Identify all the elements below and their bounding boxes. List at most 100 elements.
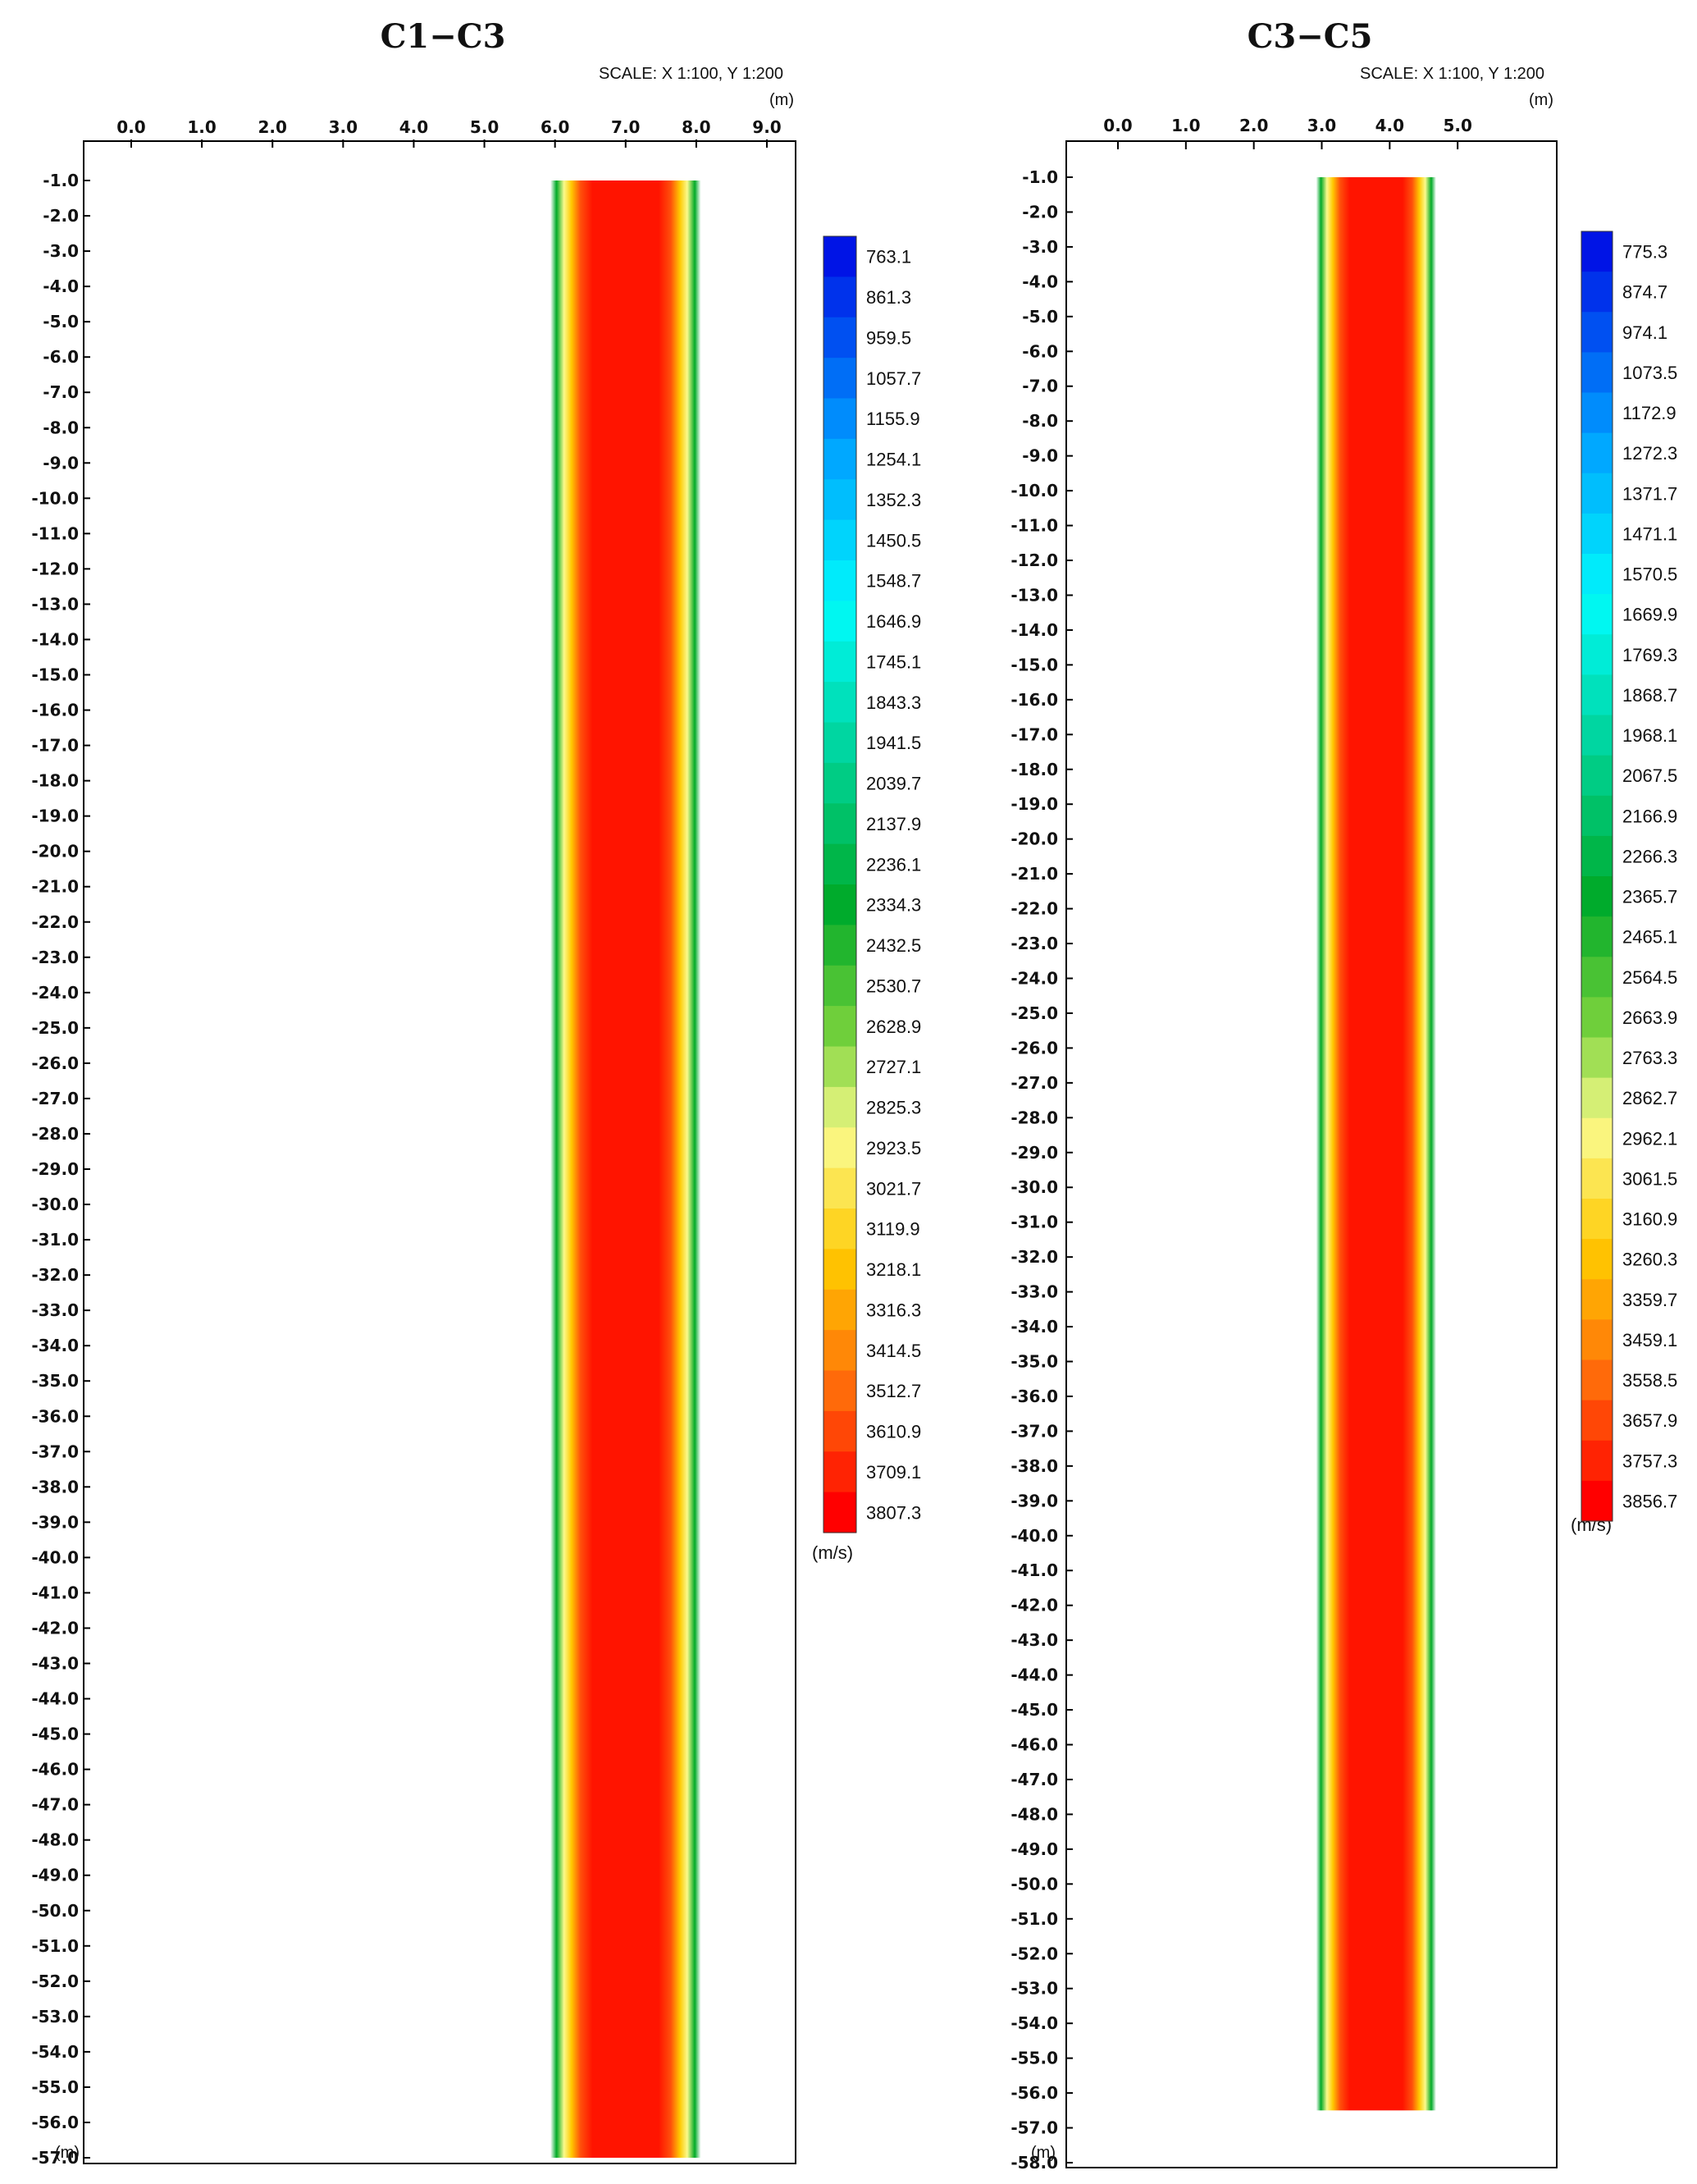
colorbar-swatch	[1581, 715, 1613, 756]
y-tick-label: -41.0	[1010, 1560, 1058, 1580]
colorbar-swatch	[823, 438, 856, 480]
colorbar-label: 3119.9	[866, 1219, 920, 1240]
colorbar-label: 3061.5	[1622, 1168, 1677, 1189]
colorbar-swatch	[823, 317, 856, 359]
x-tick-label: 8.0	[682, 117, 710, 137]
tomogram-c1-c3: C1−C3 SCALE: X 1:100, Y 1:200 (m) (m) (m…	[31, 17, 921, 2168]
colorbar-swatch	[1581, 997, 1613, 1039]
colorbar-swatch	[1581, 1359, 1613, 1401]
colorbar-swatch	[823, 1086, 856, 1128]
y-tick-label: -33.0	[31, 1300, 79, 1320]
colorbar-label: 1172.9	[1622, 403, 1676, 423]
y-tick-label: -36.0	[31, 1406, 79, 1426]
colorbar-frame	[1581, 231, 1613, 1522]
y-tick-label: -49.0	[31, 1866, 79, 1885]
y-tick-label: -15.0	[1010, 655, 1058, 674]
x-tick-label: 9.0	[752, 117, 781, 137]
colorbar-swatch	[823, 519, 856, 561]
colorbar-swatch	[1581, 1279, 1613, 1320]
colorbar-swatch	[823, 601, 856, 642]
y-unit-label: (m)	[55, 2144, 80, 2162]
colorbar-label: 2962.1	[1622, 1128, 1677, 1149]
colorbar-label: 3757.3	[1622, 1451, 1677, 1471]
y-tick-label: -4.0	[43, 276, 79, 296]
colorbar-swatch	[823, 398, 856, 440]
colorbar-label: 3610.9	[866, 1422, 921, 1442]
y-tick-label: -58.0	[1010, 2153, 1058, 2173]
tomogram-c3-c5: C3−C5 SCALE: X 1:100, Y 1:200 (m) (m) (m…	[1010, 17, 1677, 2173]
colorbar-swatch	[1581, 594, 1613, 635]
y-tick-label: -33.0	[1010, 1282, 1058, 1302]
y-tick-label: -30.0	[1010, 1177, 1058, 1197]
colorbar-label: 1868.7	[1622, 685, 1677, 706]
y-tick-label: -42.0	[1010, 1596, 1058, 1615]
y-tick-label: -47.0	[31, 1795, 79, 1815]
y-tick-label: -23.0	[31, 948, 79, 967]
colorbar-label: 2334.3	[866, 895, 921, 916]
colorbar-label: 2137.9	[866, 814, 921, 834]
y-tick-label: -51.0	[31, 1936, 79, 1956]
colorbar-swatch	[823, 762, 856, 804]
y-tick-label: -39.0	[31, 1512, 79, 1532]
y-tick-label: -54.0	[1010, 2013, 1058, 2033]
y-tick-label: -11.0	[31, 523, 79, 543]
y-tick-label: -32.0	[1010, 1247, 1058, 1267]
colorbar-swatch	[823, 1289, 856, 1331]
colorbar-unit-label: (m/s)	[812, 1542, 853, 1563]
y-tick-label: -10.0	[1010, 481, 1058, 500]
y-tick-label: -18.0	[31, 771, 79, 791]
colorbar-swatch	[823, 479, 856, 521]
colorbar-swatch	[823, 641, 856, 683]
y-tick-label: -25.0	[1010, 1003, 1058, 1023]
x-tick-label: 4.0	[399, 117, 428, 137]
y-tick-label: -51.0	[1010, 1909, 1058, 1929]
y-tick-label: -16.0	[1010, 690, 1058, 710]
high-velocity-band	[550, 180, 701, 2158]
y-tick-label: -45.0	[31, 1725, 79, 1744]
x-tick-label: 0.0	[116, 117, 145, 137]
y-tick-label: -30.0	[31, 1195, 79, 1214]
y-tick-label: -28.0	[31, 1124, 79, 1144]
y-tick-label: -21.0	[31, 877, 79, 897]
x-tick-label: 1.0	[1171, 116, 1200, 135]
y-tick-label: -8.0	[1022, 411, 1058, 431]
colorbar-frame	[823, 235, 857, 1533]
y-tick-label: -28.0	[1010, 1108, 1058, 1127]
y-tick-label: -36.0	[1010, 1387, 1058, 1406]
colorbar-swatch	[1581, 1158, 1613, 1199]
colorbar-swatch	[823, 560, 856, 601]
y-tick-label: -9.0	[43, 453, 79, 473]
colorbar-label: 3316.3	[866, 1300, 921, 1320]
colorbar-swatch	[1581, 473, 1613, 514]
x-axis-ticks: 0.0 1.0 2.0 3.0 4.0 5.0	[1103, 116, 1472, 149]
colorbar-label: 861.3	[866, 287, 911, 308]
colorbar-swatch	[823, 236, 856, 277]
colorbar-label: 1968.1	[1622, 725, 1677, 746]
colorbar-label: 2663.9	[1622, 1007, 1677, 1028]
y-tick-label: -21.0	[1010, 864, 1058, 884]
x-tick-label: 2.0	[1239, 116, 1268, 135]
colorbar-swatch	[1581, 432, 1613, 474]
y-tick-label: -40.0	[31, 1547, 79, 1567]
y-tick-label: -41.0	[31, 1583, 79, 1602]
y-tick-label: -9.0	[1022, 446, 1058, 466]
colorbar-label: 1646.9	[866, 611, 921, 632]
colorbar-swatch	[823, 358, 856, 400]
y-tick-label: -26.0	[1010, 1038, 1058, 1058]
y-tick-label: -12.0	[31, 559, 79, 578]
y-tick-label: -14.0	[31, 629, 79, 649]
y-tick-label: -43.0	[1010, 1630, 1058, 1650]
x-tick-label: 3.0	[329, 117, 358, 137]
colorbar-swatch	[1581, 1037, 1613, 1079]
colorbar-swatch	[823, 1370, 856, 1412]
y-tick-label: -45.0	[1010, 1700, 1058, 1720]
colorbar-label: 3856.7	[1622, 1491, 1677, 1511]
colorbar-swatch	[823, 1209, 856, 1250]
y-tick-label: -31.0	[31, 1230, 79, 1250]
x-tick-label: 4.0	[1375, 116, 1404, 135]
colorbar-label: 1745.1	[866, 651, 921, 672]
colorbar-label: 775.3	[1622, 242, 1667, 263]
colorbar-label: 3709.1	[866, 1462, 921, 1483]
colorbar-label: 2432.5	[866, 935, 921, 956]
